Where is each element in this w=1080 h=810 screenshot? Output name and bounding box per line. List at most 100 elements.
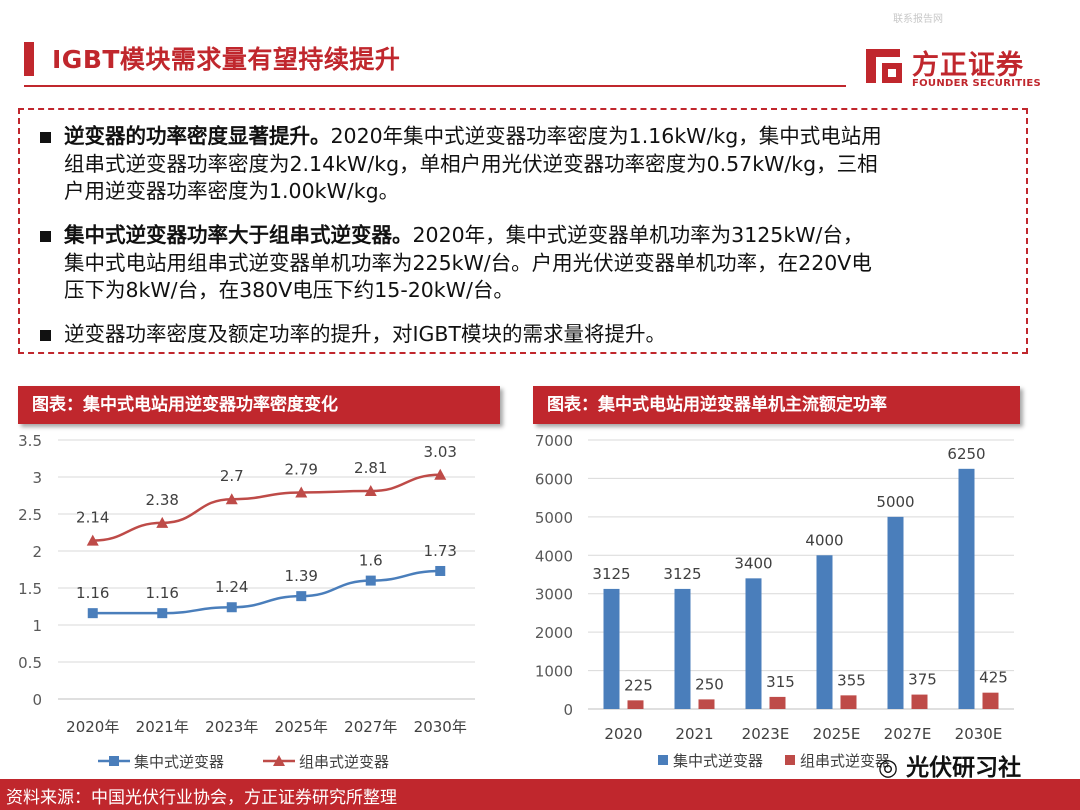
legend-label-string-inverter: 组串式逆变器 xyxy=(299,753,389,771)
y-tick-label: 1000 xyxy=(535,663,573,681)
data-label-string-inverter: 355 xyxy=(837,671,866,689)
bullet-text-line: 压下为8kW/台，在380V电压下约15-20kW/台。 xyxy=(64,278,514,302)
founder-logo: 方正证券 FOUNDER SECURITIES xyxy=(862,43,1052,93)
bullet-heading: 逆变器的功率密度显著提升。 xyxy=(64,124,331,148)
data-label-string-inverter: 3.03 xyxy=(424,443,457,461)
logo-chinese-name: 方正证券 xyxy=(912,50,1024,81)
data-point-string-inverter xyxy=(156,516,169,528)
power-density-line-chart: 0 0.5 1 1.5 2 2.5 3 3.5 2020年 2021年 2023年 2025年 2027… xyxy=(18,432,475,771)
wechat-account-label: ◎ 光伏研习社 xyxy=(878,755,1022,781)
bar-central-inverter xyxy=(887,516,904,709)
y-tick-label: 4000 xyxy=(535,547,573,565)
x-tick-label: 2027年 xyxy=(344,718,397,736)
data-label-central-inverter: 3125 xyxy=(663,565,701,583)
y-tick-label: 0.5 xyxy=(18,654,42,672)
bullet-text-line: 组串式逆变器功率密度为2.14kW/kg，单相户用光伏逆变器功率密度为0.57k… xyxy=(64,151,878,176)
series-line-central-inverter xyxy=(92,569,441,615)
y-tick-label: 3 xyxy=(32,469,42,487)
bullet-text-line: 户用逆变器功率密度为1.00kW/kg。 xyxy=(64,179,400,203)
bar-central-inverter xyxy=(745,578,762,709)
bullet-text-line: 2020年，集中式逆变器单机功率为3125kW/台， xyxy=(412,223,864,247)
bullet-text-line: 集中式电站用组串式逆变器单机功率为225kW/台。户用光伏逆变器单机功率，在22… xyxy=(64,250,872,275)
x-tick-label: 2023E xyxy=(742,725,790,743)
bullet-square-icon xyxy=(40,330,51,341)
bullet-square-icon xyxy=(40,132,51,143)
data-point-central-inverter xyxy=(226,602,237,613)
bar-string-inverter xyxy=(840,695,857,709)
bullet-power-density: 逆变器的功率密度显著提升。2020年集中式逆变器功率密度为1.16kW/kg，集… xyxy=(40,123,1015,206)
x-tick-label: 2020 xyxy=(604,725,642,743)
page-title: IGBT模块需求量有望持续提升 xyxy=(52,45,401,74)
bar-central-inverter xyxy=(958,468,975,709)
summary-box xyxy=(18,108,1028,354)
y-tick-label: 7000 xyxy=(535,432,573,450)
data-label-string-inverter: 2.7 xyxy=(220,467,244,485)
y-tick-label: 2.5 xyxy=(18,506,42,524)
bullet-square-icon xyxy=(40,231,51,242)
data-point-string-inverter xyxy=(434,468,447,480)
data-label-string-inverter: 425 xyxy=(979,669,1008,687)
right-chart-title: 图表：集中式电站用逆变器单机主流额定功率 xyxy=(533,386,1020,424)
y-tick-label: 6000 xyxy=(535,470,573,488)
data-label-central-inverter: 1.24 xyxy=(215,578,248,596)
data-label-central-inverter: 1.6 xyxy=(359,552,383,570)
data-label-string-inverter: 250 xyxy=(695,675,724,693)
data-label-string-inverter: 225 xyxy=(624,676,653,694)
legend-label-string-inverter: 组串式逆变器 xyxy=(800,752,890,770)
x-tick-label: 2020年 xyxy=(66,718,119,736)
data-label-central-inverter: 1.16 xyxy=(146,584,179,602)
data-point-central-inverter xyxy=(365,575,376,586)
bullet-heading: 集中式逆变器功率大于组串式逆变器。 xyxy=(64,223,413,247)
left-chart-title: 图表：集中式电站用逆变器功率密度变化 xyxy=(18,386,500,424)
x-tick-label: 2021 xyxy=(675,725,713,743)
data-label-central-inverter: 1.73 xyxy=(424,542,457,560)
series-line-string-inverter xyxy=(92,473,441,542)
bar-string-inverter xyxy=(911,694,928,709)
bar-central-inverter xyxy=(816,555,833,709)
bar-central-inverter xyxy=(674,588,691,709)
y-tick-label: 2 xyxy=(32,543,42,561)
bullet-text-line: 2020年集中式逆变器功率密度为1.16kW/kg，集中式电站用 xyxy=(330,124,882,148)
bar-string-inverter xyxy=(769,696,786,709)
title-accent-bar xyxy=(24,42,34,76)
x-tick-label: 2021年 xyxy=(136,718,189,736)
y-tick-label: 2000 xyxy=(535,624,573,642)
y-tick-label: 3.5 xyxy=(18,432,42,450)
bullet-text-line: 逆变器功率密度及额定功率的提升，对IGBT模块的需求量将提升。 xyxy=(64,322,667,346)
legend-label-central-inverter: 集中式逆变器 xyxy=(673,752,763,770)
bar-central-inverter xyxy=(603,588,620,709)
legend-swatch-string-inverter xyxy=(785,755,795,765)
data-label-central-inverter: 6250 xyxy=(947,445,985,463)
data-point-central-inverter xyxy=(157,608,168,619)
y-tick-label: 1.5 xyxy=(18,580,42,598)
y-tick-label: 0 xyxy=(563,701,573,719)
x-tick-label: 2025E xyxy=(813,725,861,743)
legend-swatch-central-inverter xyxy=(658,755,668,765)
bar-string-inverter xyxy=(698,699,715,709)
rated-power-bar-chart: 0 1000 2000 3000 4000 5000 6000 7000 2020 3125 225… xyxy=(535,432,1014,770)
data-label-central-inverter: 1.16 xyxy=(76,584,109,602)
data-label-string-inverter: 2.81 xyxy=(354,459,387,477)
data-point-central-inverter xyxy=(87,608,98,619)
x-tick-label: 2023年 xyxy=(205,718,258,736)
data-point-string-inverter xyxy=(86,534,99,546)
data-label-string-inverter: 2.79 xyxy=(285,461,318,479)
bar-string-inverter xyxy=(982,692,999,709)
footer-bar xyxy=(0,779,1080,810)
data-label-central-inverter: 5000 xyxy=(876,493,914,511)
y-tick-label: 3000 xyxy=(535,586,573,604)
bullet-igbt-demand: 逆变器功率密度及额定功率的提升，对IGBT模块的需求量将提升。 xyxy=(40,321,1015,349)
data-label-central-inverter: 3400 xyxy=(734,554,772,572)
founder-logo-icon xyxy=(866,49,902,83)
top-watermark: 联系报告网 xyxy=(893,14,943,25)
data-point-string-inverter xyxy=(364,485,377,497)
data-point-string-inverter xyxy=(225,493,238,505)
data-label-central-inverter: 1.39 xyxy=(285,567,318,585)
legend-label-central-inverter: 集中式逆变器 xyxy=(134,753,224,771)
data-label-central-inverter: 4000 xyxy=(805,531,843,549)
x-tick-label: 2030年 xyxy=(414,718,467,736)
x-tick-label: 2030E xyxy=(955,725,1003,743)
logo-english-name: FOUNDER SECURITIES xyxy=(912,78,1042,89)
bar-string-inverter xyxy=(627,700,644,709)
data-point-central-inverter xyxy=(296,591,307,602)
